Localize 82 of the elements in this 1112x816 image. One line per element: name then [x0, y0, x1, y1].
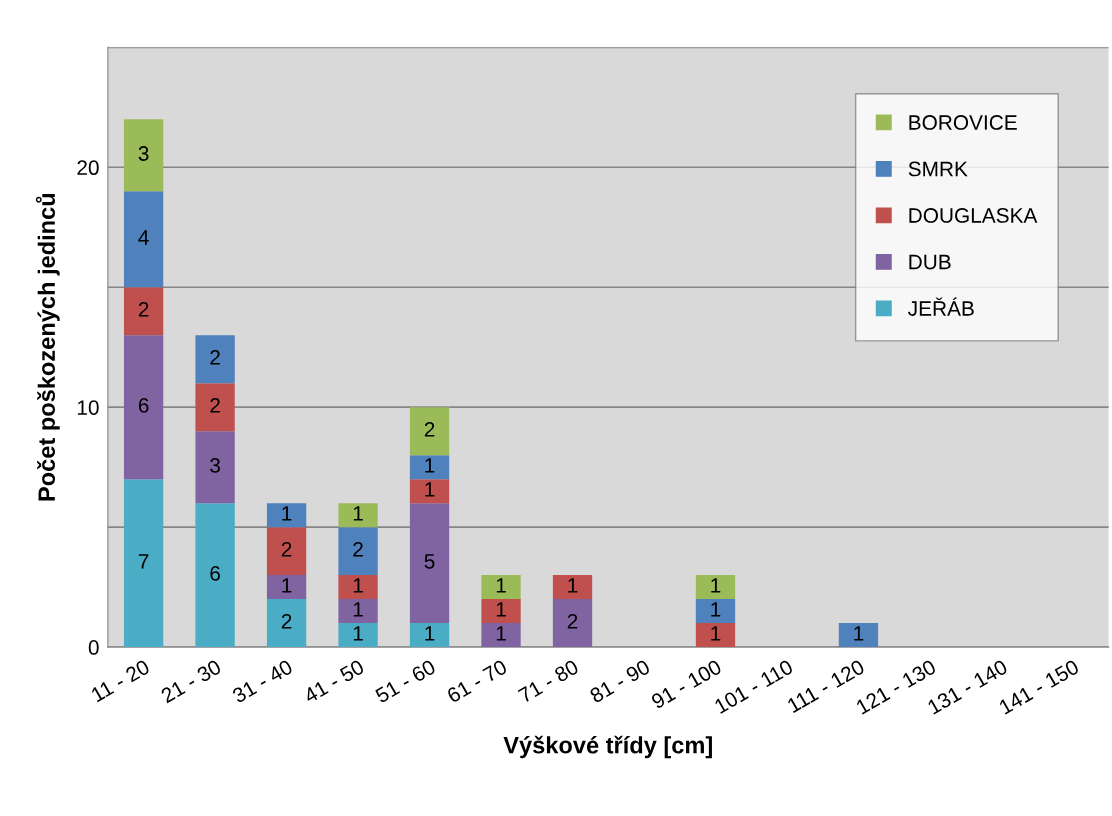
- data-label: 1: [353, 578, 363, 593]
- data-label: 2: [281, 541, 292, 557]
- legend-label: DUB: [909, 254, 951, 270]
- bar: [481, 575, 521, 600]
- bar: [338, 623, 378, 648]
- bar: [338, 575, 378, 600]
- x-tick-label: 81 - 90: [588, 659, 651, 704]
- data-label: 1: [353, 626, 363, 641]
- data-label: 2: [210, 350, 220, 365]
- data-label: 2: [138, 302, 149, 317]
- data-label: 2: [210, 398, 220, 413]
- data-label: 1: [854, 626, 864, 641]
- bar: [338, 527, 378, 576]
- data-label: 2: [281, 613, 292, 629]
- y-tick-label: 20: [77, 160, 99, 176]
- x-tick-label: 21 - 30: [160, 659, 223, 704]
- data-label: 6: [210, 565, 220, 581]
- x-axis-title: Výškové třídy [cm]: [503, 735, 712, 759]
- bar: [195, 503, 235, 648]
- bar: [481, 623, 521, 648]
- bar: [266, 575, 307, 600]
- bar: [552, 575, 593, 600]
- data-label: 1: [711, 602, 721, 617]
- data-label: 3: [210, 458, 220, 473]
- bar: [409, 455, 450, 480]
- bar: [195, 431, 235, 504]
- data-label: 1: [496, 578, 506, 593]
- bar: [266, 503, 307, 528]
- y-tick-label: 0: [88, 640, 99, 655]
- data-label: 3: [138, 146, 149, 161]
- bar: [695, 599, 736, 624]
- bar: [123, 479, 164, 648]
- data-label: 2: [424, 422, 435, 437]
- bar: [123, 119, 164, 192]
- data-label: 2: [353, 541, 363, 557]
- bar: [695, 575, 736, 600]
- bar: [552, 599, 593, 648]
- data-label: 1: [425, 458, 435, 473]
- legend-label: JEŘÁB: [908, 297, 974, 316]
- bar: [838, 623, 879, 648]
- data-label: 1: [282, 578, 292, 593]
- bar: [195, 383, 235, 432]
- bar: [123, 191, 164, 288]
- x-tick-label: 41 - 50: [302, 659, 366, 704]
- bar: [266, 527, 307, 576]
- bar: [338, 599, 378, 624]
- data-label: 7: [138, 554, 149, 569]
- data-label: 1: [568, 578, 578, 593]
- data-label: 1: [353, 602, 363, 617]
- y-tick-label: 10: [77, 400, 99, 415]
- data-label: 4: [138, 230, 149, 245]
- bar: [409, 623, 450, 648]
- data-label: 1: [425, 626, 435, 641]
- bar: [195, 335, 235, 384]
- bar: [123, 335, 164, 480]
- x-tick-label: 71 - 80: [517, 659, 580, 704]
- bar: [266, 599, 307, 648]
- data-label: 1: [282, 506, 292, 521]
- y-axis-title: Počet poškozených jedinců: [35, 193, 60, 501]
- data-label: 2: [567, 613, 578, 629]
- data-label: 1: [425, 482, 435, 497]
- data-label: 6: [138, 398, 149, 413]
- x-tick-label: 51 - 60: [374, 659, 437, 704]
- legend-label: BOROVICE: [909, 115, 1017, 130]
- bar: [695, 623, 736, 648]
- data-label: 5: [424, 554, 435, 569]
- legend-label: SMRK: [908, 161, 968, 177]
- bar: [409, 503, 450, 624]
- data-label: 1: [353, 506, 363, 521]
- data-label: 1: [496, 626, 506, 641]
- x-tick-label: 31 - 40: [231, 659, 294, 704]
- bar: [409, 479, 450, 504]
- x-tick-label: 61 - 70: [446, 659, 508, 704]
- data-label: 1: [496, 602, 506, 617]
- legend-label: DOUGLASKA: [909, 208, 1038, 223]
- bar: [409, 407, 450, 456]
- bar: [338, 503, 378, 528]
- data-label: 1: [711, 578, 721, 593]
- x-tick-label: 11 - 20: [90, 659, 151, 703]
- bar: [123, 287, 164, 336]
- data-label: 1: [711, 626, 721, 641]
- bar: [481, 599, 521, 624]
